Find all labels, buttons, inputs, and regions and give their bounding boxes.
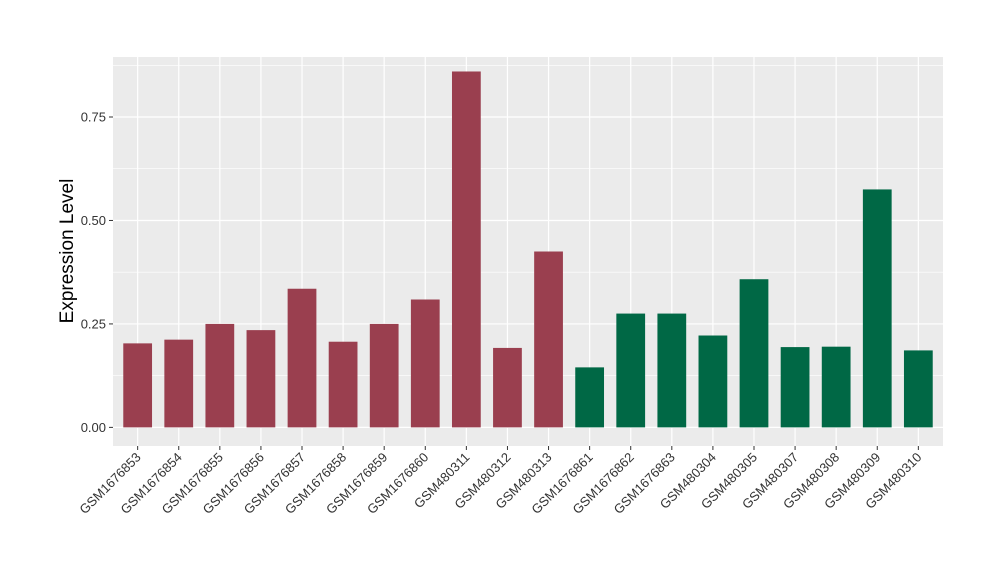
bar-gsm1676855 [205, 323, 235, 428]
bar-gsm480307 [780, 347, 810, 428]
bar-gsm480313 [534, 251, 563, 428]
y-axis: 0.00 0.25 0.50 0.75 [81, 110, 113, 435]
bar-gsm480310 [903, 350, 933, 428]
bar-gsm1676853 [123, 343, 153, 428]
plot-panel [113, 57, 943, 446]
bar-gsm1676856 [246, 330, 276, 428]
bar-gsm480312 [493, 347, 522, 428]
x-axis: GSM1676853GSM1676854GSM1676855GSM1676856… [76, 446, 924, 517]
bar-gsm480305 [739, 279, 769, 428]
bar-gsm1676859 [369, 323, 399, 428]
bar-gsm1676857 [287, 288, 317, 428]
bar-gsm480308 [821, 346, 851, 428]
bar-gsm1676861 [575, 367, 605, 428]
bar-gsm480304 [698, 335, 728, 428]
bar-gsm480311 [451, 71, 481, 428]
bar-gsm1676860 [410, 299, 440, 428]
bar-gsm480309 [862, 189, 892, 428]
y-tick-label: 0.00 [81, 420, 106, 435]
y-tick-label: 0.50 [81, 213, 106, 228]
bar-gsm1676862 [616, 313, 646, 428]
bar-gsm1676858 [328, 341, 358, 428]
bars [123, 71, 933, 428]
bar-gsm1676863 [657, 313, 687, 428]
y-tick-label: 0.25 [81, 316, 106, 331]
bar-gsm1676854 [164, 339, 194, 428]
y-tick-label: 0.75 [81, 110, 106, 125]
y-axis-title: Expression Level [57, 179, 78, 324]
